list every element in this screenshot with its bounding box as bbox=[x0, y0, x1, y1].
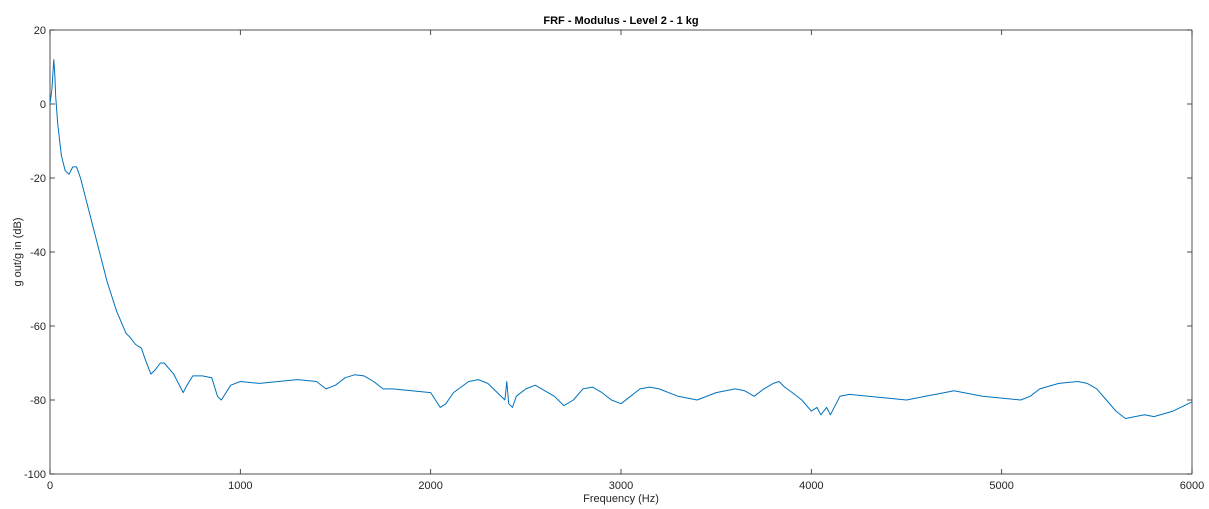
y-tick-label: -80 bbox=[30, 395, 46, 407]
x-tick-label: 3000 bbox=[609, 480, 633, 492]
y-tick-label: 0 bbox=[40, 99, 46, 111]
plot-area bbox=[49, 29, 1193, 475]
x-tick-label: 1000 bbox=[228, 480, 252, 492]
y-tick-label: -20 bbox=[30, 173, 46, 185]
y-axis-label: g out/g in (dB) bbox=[12, 217, 24, 286]
x-tick-label: 0 bbox=[47, 480, 53, 492]
x-tick-label: 4000 bbox=[799, 480, 823, 492]
x-axis-label: Frequency (Hz) bbox=[583, 493, 659, 505]
ticks-layer: 0 1000 2000 3000 4000 5000 6000 -100 -80 -60 -40 -2… bbox=[24, 25, 1204, 492]
y-tick-label: 20 bbox=[34, 25, 46, 37]
x-tick-label: 6000 bbox=[1180, 480, 1204, 492]
y-tick-label: -100 bbox=[24, 469, 46, 481]
chart-title: FRF - Modulus - Level 2 - 1 kg bbox=[543, 15, 698, 27]
series-line bbox=[49, 59, 1193, 419]
x-tick-label: 5000 bbox=[989, 480, 1013, 492]
y-tick-label: -40 bbox=[30, 247, 46, 259]
x-tick-label: 2000 bbox=[418, 480, 442, 492]
y-tick-label: -60 bbox=[30, 321, 46, 333]
